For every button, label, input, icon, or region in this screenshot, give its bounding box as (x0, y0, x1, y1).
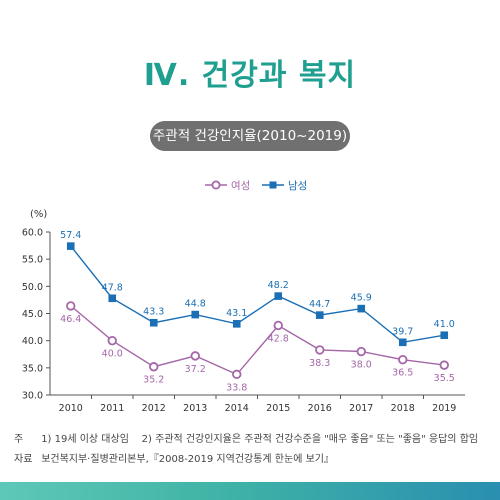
x-tick-label: 2011 (100, 403, 124, 414)
legend-label-0: 여성 (231, 180, 250, 192)
data-label: 46.4 (60, 314, 81, 325)
female-point (356, 346, 366, 357)
data-label: 37.2 (185, 364, 206, 375)
male-point (440, 331, 449, 340)
line-chart: 여성 남성 (%) 60.0 55.0 50.0 45.0 40.0 35.0 30.0 201… (22, 180, 465, 414)
data-label: 43.3 (143, 307, 164, 318)
data-label: 44.7 (309, 299, 330, 310)
x-tick-label: 2014 (225, 403, 249, 414)
female-point (232, 369, 242, 380)
y-tick-label: 45.0 (22, 309, 43, 320)
note-1: 1) 19세 이상 대상임 (41, 434, 129, 445)
female-point (273, 320, 283, 331)
y-tick-label: 55.0 (22, 255, 43, 266)
note-2: 2) 주관적 건강인지율은 주관적 건강수준을 "매우 좋음" 또는 "좋음" … (141, 434, 479, 445)
data-label: 57.4 (60, 230, 81, 241)
bottom-gradient-bar (0, 482, 500, 500)
page-title: Ⅳ. 건강과 복지 (143, 58, 357, 93)
data-label: 33.8 (226, 382, 247, 393)
female-point (439, 360, 449, 370)
x-tick-label: 2015 (266, 403, 290, 414)
data-label: 35.5 (434, 373, 455, 384)
note-line: 주 1) 19세 이상 대상임 2) 주관적 건강인지율은 주관적 건강수준을 … (14, 430, 494, 450)
data-label: 41.0 (434, 319, 455, 330)
data-label: 38.0 (351, 360, 372, 371)
y-tick-label: 30.0 (22, 391, 43, 402)
chart-legend: 여성 남성 (205, 180, 307, 192)
x-tick-label: 2017 (349, 403, 373, 414)
x-tick-label: 2016 (308, 403, 332, 414)
legend-label-1: 남성 (288, 180, 307, 192)
y-tick-label: 50.0 (22, 282, 43, 293)
y-tick-label: 40.0 (22, 336, 43, 347)
series-lines (70, 245, 445, 376)
male-point (274, 292, 283, 300)
chart-title-pill: 주관적 건강인지율(2010~2019) (150, 121, 350, 151)
female-point (107, 335, 117, 346)
male-point (149, 318, 158, 327)
source-text: 보건복지부·질병관리본부,『2008-2019 지역건강통계 한눈에 보기』 (41, 454, 334, 465)
chart-notes: 주 1) 19세 이상 대상임 2) 주관적 건강인지율은 주관적 건강수준을 … (14, 430, 494, 470)
data-label: 48.2 (268, 280, 289, 291)
data-label: 44.8 (185, 299, 206, 310)
data-labels: 46.4 40.0 35.2 37.2 33.8 42.8 38.3 38.0 36.5 35.5… (60, 230, 455, 393)
x-tick-label: 2019 (432, 403, 456, 414)
data-label: 47.8 (102, 282, 123, 293)
data-label: 43.1 (226, 308, 247, 319)
y-axis-label: (%) (30, 209, 47, 220)
x-tick-label: 2010 (59, 403, 83, 414)
x-tick-label: 2012 (142, 403, 166, 414)
data-label: 36.5 (392, 368, 413, 379)
male-point (357, 304, 366, 313)
male-point (398, 338, 407, 347)
source-tag: 자료 (14, 454, 33, 465)
male-point (191, 310, 200, 319)
source-line: 자료 보건복지부·질병관리본부,『2008-2019 지역건강통계 한눈에 보기… (14, 450, 494, 470)
female-point (149, 362, 159, 372)
x-tick-label: 2018 (391, 403, 415, 414)
data-label: 38.3 (309, 358, 330, 369)
series-line-male (70, 245, 445, 344)
y-tick-label: 60.0 (22, 228, 43, 239)
chart-axes: 60.0 55.0 50.0 45.0 40.0 35.0 30.0 2010 2011 2012… (22, 228, 465, 414)
x-tick-label: 2013 (183, 403, 207, 414)
data-label: 40.0 (102, 349, 123, 360)
legend-marker-1 (269, 181, 277, 189)
legend-marker-0 (211, 180, 221, 190)
data-label: 35.2 (143, 375, 164, 386)
male-point (232, 320, 241, 328)
y-tick-label: 35.0 (22, 363, 43, 374)
male-point (315, 311, 324, 319)
series-markers (66, 242, 449, 380)
note-tag: 주 (14, 434, 24, 445)
female-point (66, 301, 76, 311)
female-point (398, 354, 408, 365)
data-label: 39.7 (392, 326, 413, 337)
female-point (315, 345, 325, 355)
series-line-female (70, 305, 445, 376)
data-label: 42.8 (268, 333, 289, 344)
male-point (108, 294, 117, 303)
female-point (190, 351, 200, 361)
data-label: 45.9 (351, 293, 372, 304)
male-point (66, 242, 75, 250)
